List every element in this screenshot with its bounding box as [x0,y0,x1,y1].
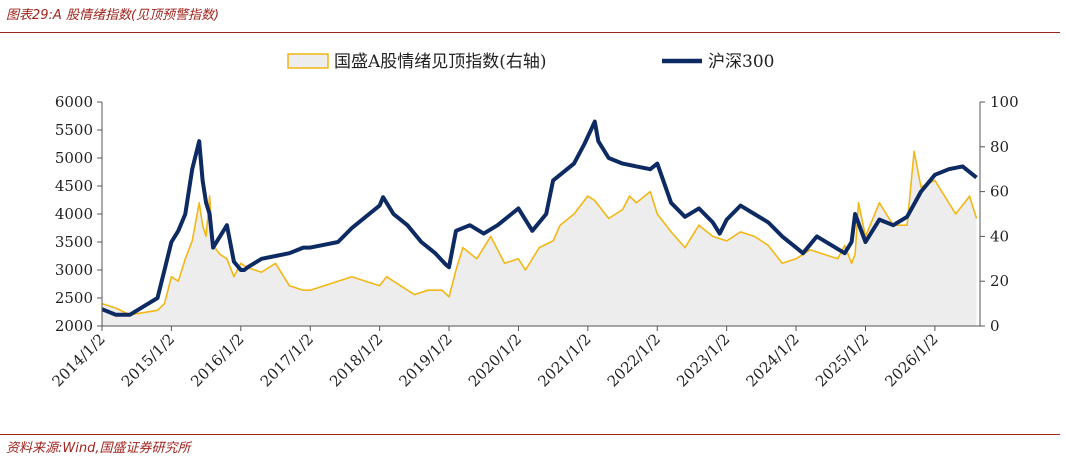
left-tick-label: 6000 [55,93,93,111]
x-tick-label: 2022/1/2 [604,330,664,390]
x-tick-label: 2016/1/2 [187,330,247,390]
top-rule [0,32,1060,33]
plot-area [101,119,978,326]
figure-title: 图表29:A 股情绪指数(见顶预警指数) [6,8,220,23]
legend: 国盛A股情绪见顶指数(右轴) 沪深300 [287,52,774,72]
x-tick-label: 2015/1/2 [118,330,178,390]
x-tick-label: 2019/1/2 [395,330,455,390]
right-tick-label: 60 [990,183,1009,201]
legend-swatch-sentiment [287,53,329,69]
right-tick-label: 0 [990,317,1000,335]
legend-label-csi300: 沪深300 [708,52,774,72]
legend-label-sentiment: 国盛A股情绪见顶指数(右轴) [334,52,547,72]
x-tick-label: 2020/1/2 [465,330,525,390]
bottom-rule [0,434,1060,435]
left-tick-label: 5500 [55,121,93,139]
x-tick-label: 2018/1/2 [326,330,386,390]
x-tick-label: 2025/1/2 [812,330,872,390]
x-tick-label: 2024/1/2 [743,330,803,390]
right-tick-label: 40 [990,227,1009,245]
left-tick-label: 2000 [55,317,93,335]
chart: 国盛A股情绪见顶指数(右轴) 沪深300 2000250030003500400… [48,52,1019,390]
right-tick-label: 20 [990,272,1009,290]
x-tick-label: 2023/1/2 [673,330,733,390]
x-tick-label: 2021/1/2 [534,330,594,390]
x-tick-label: 2014/1/2 [48,330,108,390]
left-tick-label: 4500 [55,177,93,195]
left-tick-label: 3000 [55,261,93,279]
source-note: 资料来源:Wind,国盛证券研究所 [6,441,191,456]
sentiment-area [102,151,977,326]
x-tick-label: 2017/1/2 [257,330,317,390]
right-tick-label: 100 [990,93,1019,111]
left-tick-label: 2500 [55,289,93,307]
right-tick-label: 80 [990,138,1009,156]
left-tick-label: 3500 [55,233,93,251]
left-tick-label: 4000 [55,205,93,223]
x-tick-label: 2026/1/2 [881,330,941,390]
left-tick-label: 5000 [55,149,93,167]
